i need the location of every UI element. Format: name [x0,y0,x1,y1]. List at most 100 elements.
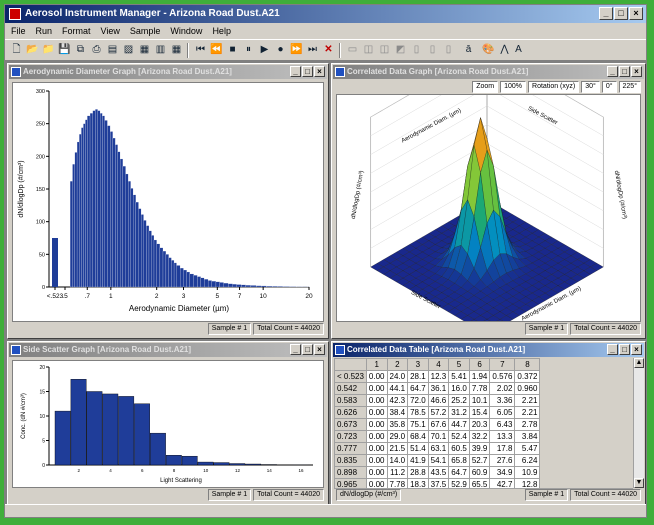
table-cell[interactable]: 0.960 [514,382,541,395]
print-icon[interactable]: ⎙ [92,44,101,55]
column-header[interactable]: 4 [427,358,450,371]
table-row[interactable]: 0.777 0.00 21.5 51.4 63.1 60.5 39.9 17.8 5.47 [334,442,541,455]
table-cell[interactable]: 12.3 [427,370,450,383]
table-cell[interactable]: 63.1 [427,442,450,455]
table-cell[interactable]: 46.6 [427,394,450,407]
table-cell[interactable]: 0.00 [365,478,388,488]
table-cell[interactable]: 0.576 [489,370,516,383]
table-cell[interactable]: 2.21 [514,394,541,407]
table-cell[interactable]: 16.0 [448,382,470,395]
rotation-x[interactable]: 30° [581,81,600,93]
column-header[interactable]: 3 [407,358,429,371]
table-cell[interactable]: 75.1 [407,418,429,431]
close-button[interactable]: × [629,7,643,20]
table-cell[interactable]: 70.1 [427,430,450,443]
aero-plot-area[interactable]: 0 50 100 150 200 250 300 <.523.5 .7 1 2 3 5 7 10 20 Aero… [12,82,324,322]
table-cell[interactable]: 67.6 [427,418,450,431]
table-cell[interactable]: 42.3 [386,394,409,407]
table-cell[interactable]: 3.84 [514,430,541,443]
aero-title-bar[interactable]: Aerodynamic Diameter Graph [Arizona Road… [9,65,327,79]
table-cell[interactable]: 60.9 [468,466,491,479]
table-cell[interactable]: 18.3 [407,478,429,488]
menu-sample[interactable]: Sample [129,26,161,36]
correlated-graph-window[interactable]: Correlated Data Graph [Arizona Road Dust… [331,63,646,339]
table-cell[interactable]: 31.2 [448,406,470,419]
table-cell[interactable]: 3.36 [489,394,516,407]
table-cell[interactable]: 0.00 [365,430,388,443]
table-row[interactable]: 0.723 0.00 29.0 68.4 70.1 52.4 32.2 13.3 3.84 [334,430,541,443]
minimize-button[interactable]: _ [607,344,618,355]
column-header[interactable]: 7 [489,358,516,371]
correlated-table-window[interactable]: Correlated Data Table [Arizona Road Dust… [331,341,646,505]
table-cell[interactable]: 12.8 [514,478,541,488]
first-sample-icon[interactable]: ⏮ [196,44,205,55]
minimize-button[interactable]: _ [607,66,618,77]
zoom-value[interactable]: 100% [500,81,527,93]
table-cell[interactable]: 0.00 [365,382,388,395]
table-cell[interactable]: 54.1 [427,454,450,467]
close-button[interactable]: × [314,66,325,77]
table-cell[interactable]: 44.1 [386,382,409,395]
row-header[interactable]: 0.673 [334,418,367,431]
table-cell[interactable]: 11.2 [386,466,409,479]
menu-format[interactable]: Format [62,26,91,36]
side-scatter-window[interactable]: Side Scatter Graph [Arizona Road Dust.A2… [7,341,329,505]
scroll-down-arrow-icon[interactable]: ▼ [634,478,644,488]
table-cell[interactable]: 38.4 [386,406,409,419]
rotation-y[interactable]: 0° [601,81,617,93]
delete-icon[interactable]: ✕ [324,44,333,55]
table-cell[interactable]: 25.2 [448,394,470,407]
table-cell[interactable]: 28.1 [407,370,429,383]
table-cell[interactable]: 52.9 [448,478,470,488]
peak-icon[interactable]: ⋀ [500,44,509,55]
table-cell[interactable]: 0.00 [365,394,388,407]
table-cell[interactable]: 34.9 [489,466,516,479]
table-cell[interactable]: 37.5 [427,478,450,488]
row-header[interactable]: 0.898 [334,466,367,479]
table-cell[interactable]: 24.0 [386,370,409,383]
row-header[interactable]: 0.583 [334,394,367,407]
play-icon[interactable]: ▶ [260,44,269,55]
table-cell[interactable]: 1.94 [468,370,491,383]
table-cell[interactable]: 43.5 [427,466,450,479]
table-cell[interactable]: 0.00 [365,418,388,431]
font-icon[interactable]: A [515,44,522,55]
table-row[interactable]: 0.583 0.00 42.3 72.0 46.6 25.2 10.1 3.36 2.21 [334,394,541,407]
graph-3d-icon[interactable]: ▦ [139,44,150,55]
chart-area-icon[interactable]: ◩ [395,44,406,55]
save-icon[interactable]: 💾 [58,44,71,55]
column-header[interactable]: 6 [468,358,491,371]
minimize-button[interactable]: _ [290,66,301,77]
table-cell[interactable]: 42.7 [489,478,516,488]
table-cell[interactable]: 35.8 [386,418,409,431]
close-button[interactable]: × [631,344,642,355]
table-row[interactable]: 0.542 0.00 44.1 64.7 36.1 16.0 7.78 2.02 0.960 [334,382,541,395]
chart-stack-icon[interactable]: ▯ [429,44,436,55]
table-cell[interactable]: 68.4 [407,430,429,443]
table-cell[interactable]: 44.7 [448,418,470,431]
table-cell[interactable]: 21.5 [386,442,409,455]
aerodynamic-diameter-window[interactable]: Aerodynamic Diameter Graph [Arizona Road… [7,63,329,339]
table-cell[interactable]: 64.7 [407,382,429,395]
fast-forward-icon[interactable]: ⏩ [290,44,303,55]
side-title-bar[interactable]: Side Scatter Graph [Arizona Road Dust.A2… [9,343,327,357]
open-folder-icon[interactable]: 📂 [26,44,39,55]
corr-title-bar[interactable]: Correlated Data Graph [Arizona Road Dust… [333,65,644,79]
maximize-button[interactable]: □ [302,344,313,355]
pause-icon[interactable]: ⏸ [246,44,251,55]
table-cell[interactable]: 36.1 [427,382,450,395]
color-palette-icon[interactable]: 🎨 [482,44,495,55]
table-cell[interactable]: 2.21 [514,406,541,419]
table-cell[interactable]: 6.05 [489,406,516,419]
chart-bar-icon[interactable]: ▯ [413,44,420,55]
menu-window[interactable]: Window [170,26,203,36]
row-header[interactable]: 0.777 [334,442,367,455]
table-cell[interactable]: 10.9 [514,466,541,479]
row-header[interactable]: 0.965 [334,478,367,488]
table-cell[interactable]: 60.5 [448,442,470,455]
table-row[interactable]: 0.965 0.00 7.78 18.3 37.5 52.9 65.5 42.7 12.8 [334,478,541,488]
table-row[interactable]: 0.835 0.00 14.0 41.9 54.1 65.8 52.7 27.6 6.24 [334,454,541,467]
table-row[interactable]: 0.673 0.00 35.8 75.1 67.6 44.7 20.3 6.43 2.78 [334,418,541,431]
table-cell[interactable]: 15.4 [468,406,491,419]
rewind-icon[interactable]: ⏪ [210,44,223,55]
